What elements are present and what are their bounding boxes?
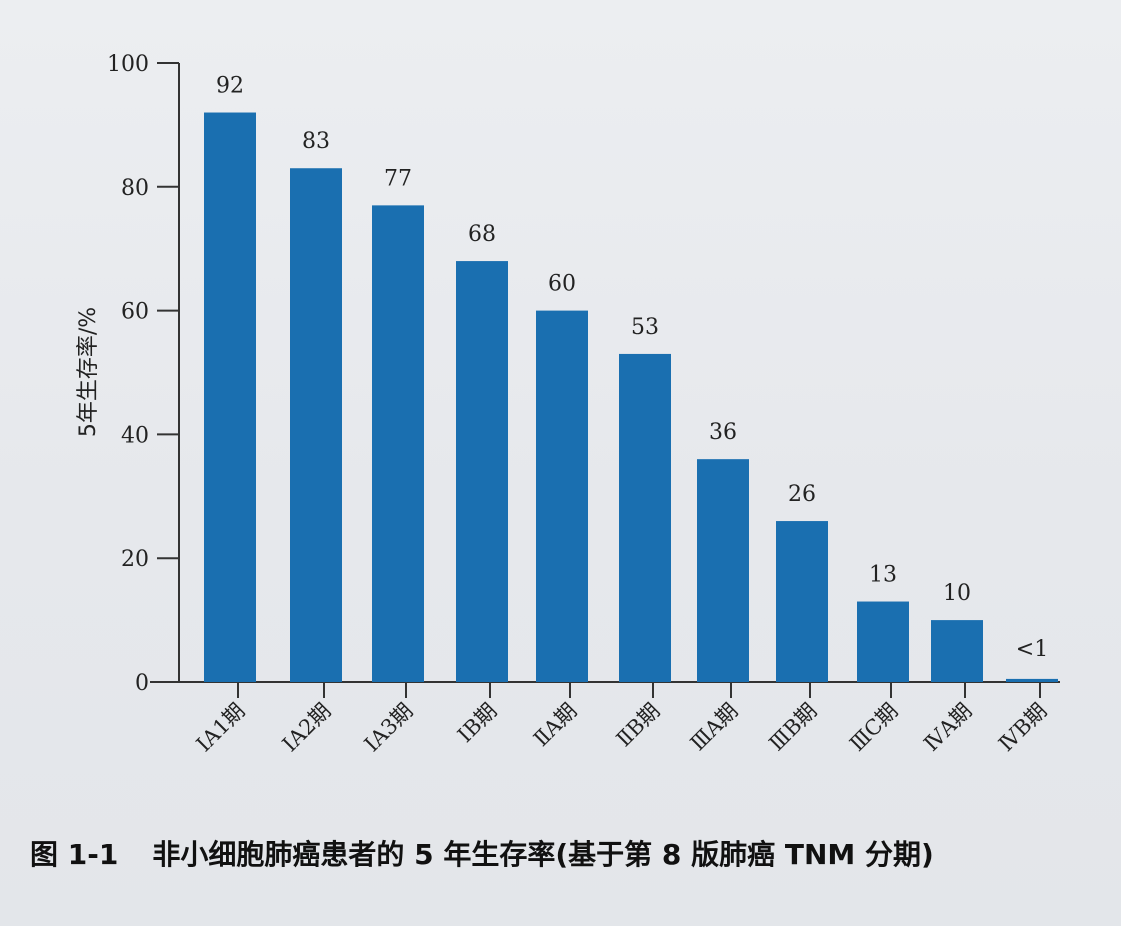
y-tick-label: 100 bbox=[107, 52, 149, 77]
y-tick-label: 20 bbox=[121, 547, 149, 572]
x-tick-label: ⅢA期 bbox=[686, 699, 743, 756]
bar-value-label: 83 bbox=[302, 129, 330, 154]
bar bbox=[1006, 678, 1058, 682]
x-tick-label: ⅡA期 bbox=[529, 699, 582, 752]
bar-value-label: 13 bbox=[869, 563, 897, 588]
category-labels: ⅠA1期 ⅠA2期 ⅠA3期 ⅠB期 ⅡA期 ⅡB期 ⅢA期 ⅢB期 ⅢC期 ⅣA期 ⅣB期 bbox=[192, 699, 1052, 757]
x-tick-label: ⅠA2期 bbox=[278, 699, 336, 757]
bar-value-label: 53 bbox=[631, 315, 659, 340]
bars bbox=[204, 112, 1058, 683]
x-tick-label: ⅣA期 bbox=[919, 699, 976, 756]
bar bbox=[931, 620, 983, 682]
bar-value-label: 92 bbox=[216, 74, 244, 99]
bar bbox=[536, 310, 588, 682]
bar bbox=[619, 353, 671, 682]
x-tick-label: ⅠB期 bbox=[453, 699, 502, 748]
x-tick-label: ⅢB期 bbox=[764, 699, 821, 756]
x-tick-label: ⅠA1期 bbox=[192, 699, 250, 757]
x-tick-label: ⅣB期 bbox=[994, 699, 1052, 757]
bar-value-label: 26 bbox=[788, 482, 816, 507]
bar bbox=[776, 521, 828, 682]
y-tick-label: 60 bbox=[121, 300, 149, 325]
bar bbox=[857, 601, 909, 682]
y-axis-label: 5年生存率/% bbox=[76, 307, 101, 437]
bar-value-label: 10 bbox=[943, 581, 971, 606]
bar-chart: 0 20 40 60 80 100 92 83 77 68 60 53 36 26 13 10 <1 ⅠA1期… bbox=[76, 52, 1060, 757]
bar-value-label: 36 bbox=[709, 420, 737, 445]
bar bbox=[372, 205, 424, 682]
value-labels: 92 83 77 68 60 53 36 26 13 10 <1 bbox=[216, 74, 1048, 662]
bar-value-label: 68 bbox=[468, 222, 496, 247]
y-tick-label: 40 bbox=[121, 423, 149, 448]
x-tick-label: ⅠA3期 bbox=[360, 699, 418, 757]
bar-value-label: 77 bbox=[384, 166, 412, 191]
bar bbox=[456, 261, 508, 682]
x-tick-label: ⅢC期 bbox=[845, 699, 903, 757]
bar-value-label: 60 bbox=[548, 272, 576, 297]
figure-caption-text: 非小细胞肺癌患者的 5 年生存率(基于第 8 版肺癌 TNM 分期) bbox=[152, 838, 934, 871]
bar bbox=[204, 112, 256, 682]
y-tick-label: 80 bbox=[121, 176, 149, 201]
figure-caption: 图 1-1 非小细胞肺癌患者的 5 年生存率(基于第 8 版肺癌 TNM 分期) bbox=[30, 833, 1121, 873]
y-tick-label: 0 bbox=[135, 671, 149, 696]
bar bbox=[290, 168, 342, 683]
bar bbox=[697, 459, 749, 682]
figure-number: 图 1-1 bbox=[30, 838, 119, 871]
bar-value-label: <1 bbox=[1016, 637, 1048, 662]
x-tick-label: ⅡB期 bbox=[612, 699, 665, 752]
